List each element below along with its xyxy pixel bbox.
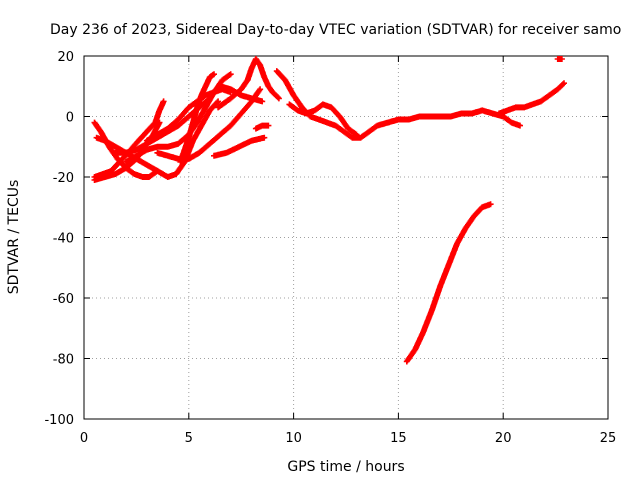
axis-ticks: 0 5 10 15 20 25 -100 -80 -60 -40 -20 0 20 — [44, 50, 616, 446]
y-tick-label: -40 — [53, 232, 74, 247]
y-tick-label: -60 — [53, 292, 74, 307]
y-tick-label: -20 — [53, 171, 74, 186]
x-tick-label: 10 — [285, 431, 302, 446]
y-tick-label: 0 — [66, 111, 74, 126]
data-point-markers — [273, 68, 523, 141]
y-tick-label: -80 — [53, 353, 74, 368]
data-point-markers — [286, 101, 360, 138]
y-axis-label: SDTVAR / TECUs — [6, 180, 22, 295]
series-track-i — [177, 71, 217, 165]
series-track-r — [403, 201, 494, 365]
data-point-markers — [554, 56, 565, 62]
series-track-j — [211, 134, 268, 159]
series-track-d — [93, 98, 222, 180]
data-point-markers — [217, 83, 266, 105]
series-track-n — [273, 68, 523, 141]
data-point-markers — [93, 98, 222, 180]
data-point-markers — [403, 201, 494, 365]
x-tick-label: 15 — [390, 431, 407, 446]
series-track-o — [286, 101, 360, 138]
y-tick-label: 20 — [57, 50, 74, 65]
x-tick-label: 5 — [185, 431, 193, 446]
series-track-p — [496, 80, 567, 117]
series-track-l — [217, 83, 266, 105]
data-point-markers — [177, 71, 217, 165]
y-tick-label: -100 — [44, 413, 74, 428]
x-tick-label: 20 — [495, 431, 512, 446]
series-track-q — [554, 56, 565, 62]
x-tick-label: 0 — [80, 431, 88, 446]
series-track-m — [252, 122, 272, 132]
data-points — [91, 56, 567, 365]
x-axis-label: GPS time / hours — [287, 459, 404, 475]
data-point-markers — [496, 80, 567, 117]
x-tick-label: 25 — [600, 431, 617, 446]
data-point-markers — [252, 122, 272, 132]
data-point-markers — [211, 134, 268, 159]
chart-title: Day 236 of 2023, Sidereal Day-to-day VTE… — [50, 22, 621, 38]
